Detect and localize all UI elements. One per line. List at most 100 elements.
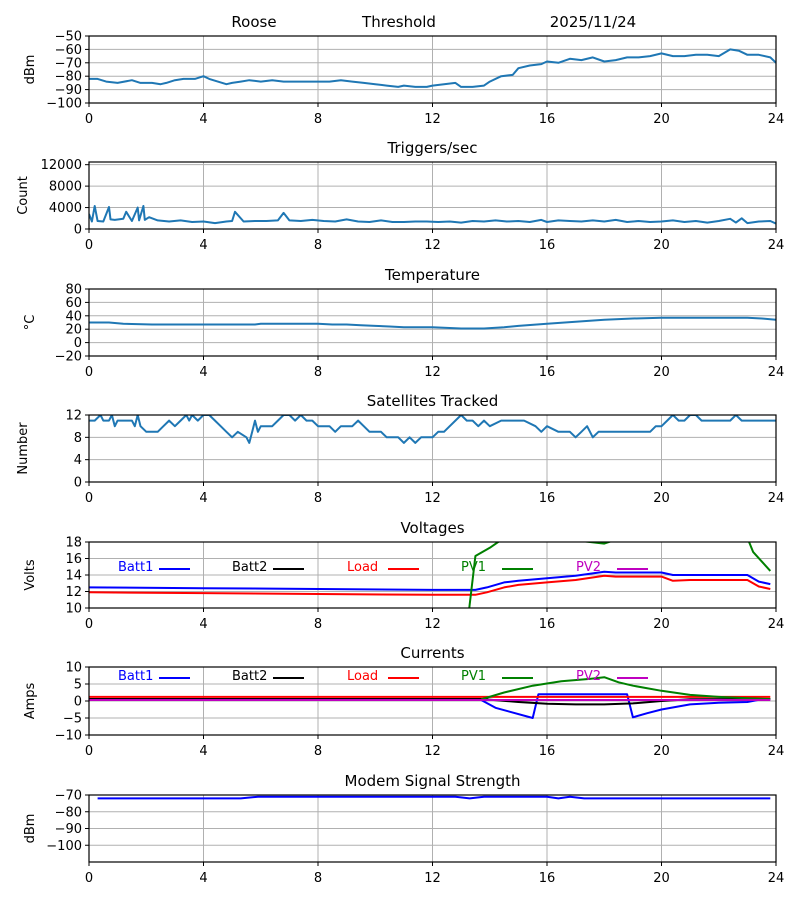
- x-tick-label: 24: [768, 365, 785, 380]
- y-tick-label: −20: [55, 350, 82, 365]
- series-group: [97, 795, 771, 800]
- x-tick-label: 0: [85, 871, 93, 886]
- series-line-modem: [97, 795, 771, 800]
- y-axis-label: Volts: [23, 559, 38, 591]
- series-group: [89, 205, 776, 225]
- y-tick-label: 5: [74, 678, 82, 693]
- legend-label-pv1: PV1: [461, 669, 486, 684]
- panel-title: Satellites Tracked: [367, 392, 498, 410]
- x-tick-label: 24: [768, 112, 785, 127]
- y-tick-label: −100: [46, 839, 82, 854]
- panel-modem: 0 4 8 12 16 20 24 −100 −90 −80−70 Modem Signal Str…: [23, 772, 784, 886]
- y-tick-label: 40: [65, 309, 82, 324]
- series-line-satellites: [89, 415, 776, 444]
- series-line-temperature: [89, 316, 776, 330]
- x-tick-label: 0: [85, 365, 93, 380]
- y-tick-label: 10: [65, 661, 82, 676]
- panel-rssi: 0 4 8 12 16 20 24 −100−90−80−70−60−50 dBm: [23, 30, 784, 128]
- x-tick-label: 16: [539, 238, 556, 253]
- y-tick-label: −60: [55, 43, 82, 58]
- x-tick-label: 0: [85, 238, 93, 253]
- x-tick-label: 24: [768, 617, 785, 632]
- series-line-batt1: [89, 570, 771, 591]
- series-line-load: [89, 574, 771, 596]
- y-tick-label: 4: [74, 453, 82, 468]
- series-line-triggers: [89, 205, 776, 225]
- series-group: [89, 676, 771, 719]
- x-tick-label: 8: [314, 238, 322, 253]
- panel-title: Triggers/sec: [387, 139, 478, 157]
- x-tick-label: 8: [314, 871, 322, 886]
- y-axis-label: dBm: [23, 55, 38, 85]
- y-tick-label: 0: [74, 223, 82, 238]
- x-tick-label: 20: [653, 617, 670, 632]
- x-tick-label: 4: [199, 617, 207, 632]
- y-tick-label: 12000: [41, 158, 82, 173]
- x-tick-label: 12: [424, 112, 441, 127]
- panel-title: Temperature: [384, 266, 480, 284]
- legend-label-batt2: Batt2: [232, 669, 267, 684]
- x-tick-label: 16: [539, 744, 556, 759]
- y-tick-label: −100: [46, 97, 82, 112]
- y-tick-label: 20: [65, 323, 82, 338]
- x-tick-label: 12: [424, 238, 441, 253]
- x-tick-label: 24: [768, 744, 785, 759]
- y-tick-label: 12: [65, 409, 82, 424]
- y-tick-label: 0: [74, 336, 82, 351]
- y-tick-label: 8: [74, 431, 82, 446]
- x-tick-label: 20: [653, 238, 670, 253]
- legend-label-load: Load: [347, 669, 378, 684]
- series-group: [89, 542, 772, 608]
- x-tick-label: 12: [424, 617, 441, 632]
- x-tick-label: 8: [314, 491, 322, 506]
- x-tick-label: 8: [314, 365, 322, 380]
- x-tick-label: 12: [424, 744, 441, 759]
- y-axis-label: °C: [23, 315, 38, 331]
- x-tick-label: 4: [199, 491, 207, 506]
- panel-title: Modem Signal Strength: [345, 772, 521, 790]
- x-tick-label: 24: [768, 491, 785, 506]
- panel-satellites: 0 4 8 12 16 20 24 0 4 8 12 Satellites Tracked Number: [16, 392, 784, 506]
- series-line-pv1: [468, 542, 772, 608]
- series-line-rssi: [89, 48, 776, 88]
- x-tick-label: 20: [653, 112, 670, 127]
- x-tick-label: 16: [539, 617, 556, 632]
- x-tick-label: 0: [85, 112, 93, 127]
- x-tick-label: 16: [539, 365, 556, 380]
- x-tick-label: 20: [653, 744, 670, 759]
- legend-label-batt2: Batt2: [232, 560, 267, 575]
- y-tick-label: −80: [55, 70, 82, 85]
- y-tick-label: −80: [55, 805, 82, 820]
- x-tick-label: 20: [653, 871, 670, 886]
- y-tick-label: 18: [65, 536, 82, 551]
- x-tick-label: 8: [314, 744, 322, 759]
- series-group: [89, 415, 776, 444]
- y-tick-label: −10: [55, 729, 82, 744]
- y-axis-label: Number: [16, 422, 31, 475]
- y-tick-label: 8000: [49, 180, 82, 195]
- x-tick-label: 4: [199, 238, 207, 253]
- y-tick-label: 16: [65, 552, 82, 567]
- legend-label-batt1: Batt1: [118, 560, 153, 575]
- y-tick-label: 10: [65, 602, 82, 617]
- y-tick-label: −50: [55, 30, 82, 45]
- y-tick-label: 0: [74, 476, 82, 491]
- x-tick-label: 4: [199, 112, 207, 127]
- y-tick-label: 0: [74, 695, 82, 710]
- x-tick-label: 4: [199, 365, 207, 380]
- header-station: Roose: [231, 13, 276, 31]
- y-tick-label: 12: [65, 585, 82, 600]
- panel-title: Voltages: [400, 519, 464, 537]
- series-group: [89, 48, 776, 88]
- series-group: [89, 316, 776, 330]
- series-line-pv1: [480, 676, 771, 701]
- y-tick-label: 80: [65, 283, 82, 298]
- y-tick-label: 60: [65, 296, 82, 311]
- x-tick-label: 0: [85, 491, 93, 506]
- legend-label-pv2: PV2: [576, 560, 601, 575]
- header-date: 2025/11/24: [550, 13, 636, 31]
- legend-label-load: Load: [347, 560, 378, 575]
- x-tick-label: 12: [424, 365, 441, 380]
